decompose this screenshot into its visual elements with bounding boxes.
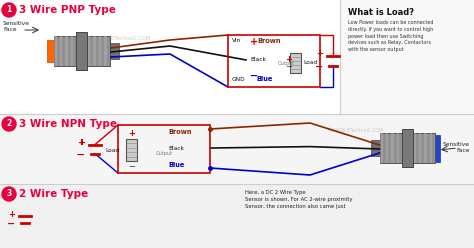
Text: −: − [77,150,85,160]
Text: −: − [285,62,292,71]
Text: Sensitive
Face: Sensitive Face [443,142,470,153]
Text: Vin: Vin [232,38,241,43]
Bar [76,32,88,70]
Circle shape [2,3,16,17]
Bar [419,133,421,163]
Bar [372,140,381,156]
Text: Output: Output [156,151,173,156]
Bar [386,133,389,163]
Bar [228,35,320,87]
Text: Output: Output [278,61,295,66]
Bar [104,36,107,66]
Bar [425,133,427,163]
Text: +: + [8,210,15,219]
Bar [381,133,383,163]
Text: Black: Black [168,146,184,151]
Bar [71,36,73,66]
Text: +: + [250,37,258,47]
Bar [60,36,62,66]
Text: Blue: Blue [256,76,273,82]
Text: +: + [316,49,323,58]
Circle shape [2,117,16,131]
Bar [47,40,54,62]
Bar [0,0,474,114]
Text: −: − [315,62,323,72]
Bar [65,36,68,66]
Text: −: − [128,162,135,171]
Text: Black: Black [250,58,266,62]
Bar [430,133,432,163]
Bar [290,53,301,73]
Text: 3 Wire NPN Type: 3 Wire NPN Type [19,119,117,129]
Text: +: + [78,138,85,147]
Text: 3: 3 [6,189,12,198]
Bar [436,134,440,161]
Bar [118,125,210,173]
Text: −: − [7,219,15,229]
Bar [402,129,413,167]
Text: +: + [128,129,135,138]
Text: What is Load?: What is Load? [348,8,414,17]
Text: ©WWW.ETechnoG.COM: ©WWW.ETechnoG.COM [327,127,383,132]
Text: +: + [77,138,84,147]
Text: 1: 1 [6,5,12,14]
Text: 2: 2 [6,120,12,128]
Bar [110,43,119,59]
Text: −: − [76,150,84,160]
Text: −: − [250,71,258,81]
Text: GND: GND [232,77,246,82]
Text: Brown: Brown [168,129,191,135]
Bar [402,133,405,163]
Bar [76,36,79,66]
Text: Sensitive
Face: Sensitive Face [3,21,30,32]
Text: Load: Load [303,61,317,65]
Bar [408,133,410,163]
Text: 2 Wire Type: 2 Wire Type [19,189,88,199]
Bar [99,36,101,66]
Bar [126,139,137,161]
Bar [54,36,56,66]
Text: Load: Load [106,148,120,153]
Bar [82,36,84,66]
Bar [54,36,110,66]
Bar [88,36,90,66]
Text: Here, a DC 2 Wire Type
Sensor is shown, For AC 2-wire proximity
Sensor, the conn: Here, a DC 2 Wire Type Sensor is shown, … [245,190,353,209]
Bar [93,36,96,66]
Text: 3 Wire PNP Type: 3 Wire PNP Type [19,5,116,15]
Text: +: + [285,55,292,64]
Bar [381,133,436,163]
Bar [392,133,394,163]
Bar [413,133,416,163]
Bar [340,0,474,114]
Text: Blue: Blue [168,162,184,168]
Text: ©WWW.ETechnoG.COM: ©WWW.ETechnoG.COM [89,35,151,40]
Bar [0,114,474,184]
Text: Low Power loads can be connected
directly. if you want to control high
power loa: Low Power loads can be connected directl… [348,20,434,52]
Text: Brown: Brown [257,38,281,44]
Bar [0,184,474,248]
Bar [397,133,400,163]
Circle shape [2,187,16,201]
